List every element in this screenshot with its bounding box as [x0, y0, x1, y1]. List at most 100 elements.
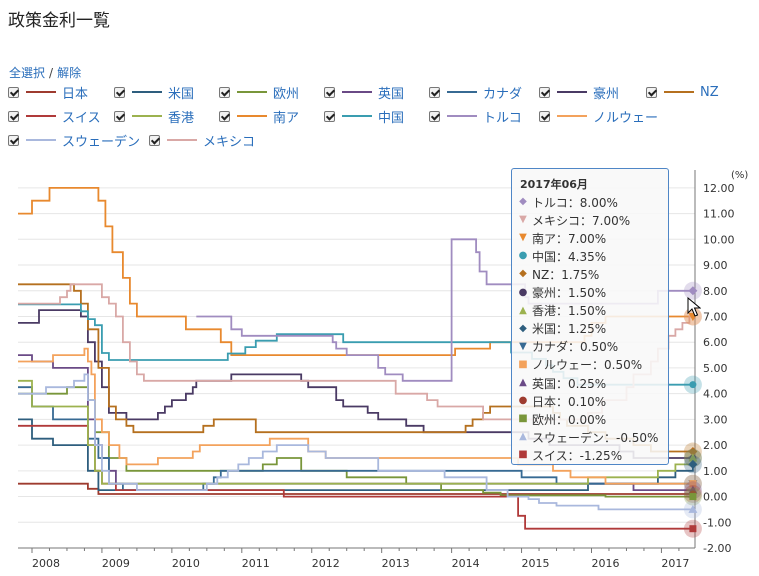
legend-item[interactable]: 香港: [114, 106, 194, 126]
legend-label: NZ: [700, 84, 719, 100]
deselect-all-link[interactable]: 解除: [57, 66, 82, 80]
chart-tooltip: 2017年06月 ◆ トルコ：8.00% ▼ メキシコ：7.00% ▼ 南ア：7.00% ●…: [511, 168, 669, 465]
tooltip-marker-icon: ◆: [519, 268, 527, 280]
tooltip-value: 米国：1.25%: [532, 322, 607, 337]
x-tick-label: 2015: [522, 557, 550, 570]
select-all-link[interactable]: 全選択: [9, 66, 46, 80]
selection-controls: 全選択 / 解除: [9, 64, 81, 81]
legend-swatch: [557, 91, 587, 93]
x-tick-label: 2013: [382, 557, 410, 570]
legend-checkbox[interactable]: [8, 110, 19, 122]
tooltip-marker-icon: ■: [518, 413, 528, 425]
x-tick-label: 2017: [661, 557, 689, 570]
legend-item[interactable]: 南ア: [219, 106, 299, 126]
legend-label: 南ア: [273, 110, 300, 126]
legend-item[interactable]: ノルウェー: [539, 106, 658, 126]
hover-marker: [688, 286, 698, 296]
legend-item[interactable]: 米国: [114, 82, 194, 102]
tooltip-value: 英国：0.25%: [532, 376, 607, 391]
legend-checkbox[interactable]: [219, 86, 230, 98]
policy-rate-chart: -2.00 -1.00 0.00 1.00 2.00 3.00 4.00 5.00 6.00 7.…: [18, 170, 748, 570]
x-tick-label: 2011: [242, 557, 270, 570]
hover-marker: [688, 504, 698, 513]
tooltip-value: 欧州：0.00%: [532, 412, 607, 427]
legend-label: 欧州: [273, 86, 300, 102]
tooltip-row: ◆ トルコ：8.00%: [518, 193, 618, 211]
tooltip-value: 中国：4.35%: [532, 249, 607, 264]
y-axis-label: (%): [731, 170, 748, 181]
tooltip-row: ▼ カナダ：0.50%: [518, 338, 618, 356]
tooltip-marker-icon: ▲: [519, 377, 527, 388]
tooltip-marker-icon: ●: [518, 250, 528, 262]
y-tick-label: 10.00: [703, 233, 735, 246]
legend-swatch: [237, 91, 267, 93]
legend-checkbox[interactable]: [539, 110, 550, 122]
legend-label: ノルウェー: [593, 110, 659, 126]
tooltip-marker-icon: ▼: [519, 340, 527, 352]
legend-swatch: [557, 115, 587, 117]
legend-checkbox[interactable]: [149, 134, 160, 146]
legend-label: 米国: [168, 86, 195, 102]
tooltip-row: ▼ メキシコ：7.00%: [518, 211, 630, 229]
tooltip-row: ■ ノルウェー：0.50%: [518, 356, 642, 374]
series-line: [18, 386, 693, 491]
legend-item[interactable]: スウェーデン: [8, 130, 140, 150]
tooltip-marker-icon: ■: [518, 358, 528, 370]
legend-checkbox[interactable]: [114, 110, 125, 122]
legend-swatch: [26, 139, 56, 141]
tooltip-title: 2017年06月: [520, 178, 588, 191]
tooltip-row: ● 豪州：1.50%: [518, 284, 607, 302]
legend-label: 香港: [168, 110, 195, 126]
tooltip-value: スウェーデン：-0.50%: [532, 430, 659, 445]
legend-item[interactable]: 豪州: [539, 82, 619, 102]
y-tick-label: 4.00: [703, 388, 728, 401]
series-line: [18, 482, 693, 495]
legend-checkbox[interactable]: [114, 86, 125, 98]
legend-label: スイス: [62, 110, 101, 126]
page-title: 政策金利一覧: [8, 11, 110, 31]
legend-swatch: [447, 91, 477, 93]
legend-swatch: [237, 115, 267, 117]
y-tick-label: -2.00: [703, 542, 731, 555]
tooltip-value: 豪州：1.50%: [532, 286, 607, 300]
legend-label: スウェーデン: [62, 134, 141, 150]
tooltip-value: 香港：1.50%: [532, 304, 607, 319]
series-line: [18, 373, 693, 511]
legend-item[interactable]: 欧州: [219, 82, 299, 102]
tooltip-row: ● 中国：4.35%: [518, 247, 607, 265]
legend-item[interactable]: 英国: [324, 82, 404, 102]
legend-item[interactable]: スイス: [8, 106, 101, 126]
tooltip-row: ◆ 米国：1.25%: [518, 320, 606, 338]
legend-checkbox[interactable]: [646, 86, 657, 98]
tooltip-row: ● 日本：0.10%: [518, 392, 607, 410]
series-line: [18, 418, 694, 491]
legend-label: メキシコ: [203, 134, 256, 150]
legend-item[interactable]: トルコ: [429, 106, 522, 126]
legend-checkbox[interactable]: [324, 86, 335, 98]
legend-checkbox[interactable]: [429, 110, 440, 122]
legend-item[interactable]: 日本: [8, 82, 88, 102]
legend-item[interactable]: カナダ: [429, 82, 522, 102]
legend-checkbox[interactable]: [219, 110, 230, 122]
tooltip-marker-icon: ▲: [519, 431, 527, 443]
tooltip-value: カナダ：0.50%: [532, 340, 619, 355]
legend-swatch: [167, 139, 197, 141]
legend-label: カナダ: [483, 86, 523, 102]
x-tick-label: 2014: [452, 557, 480, 570]
legend-item[interactable]: メキシコ: [149, 130, 255, 150]
tooltip-row: ■ スイス：-1.25%: [518, 446, 622, 464]
hover-marker: [689, 493, 697, 501]
x-tick-label: 2010: [172, 557, 200, 570]
legend-checkbox[interactable]: [8, 86, 19, 98]
legend-checkbox[interactable]: [539, 86, 550, 98]
legend-checkbox[interactable]: [324, 110, 335, 122]
x-tick-label: 2009: [102, 557, 130, 570]
y-tick-label: 5.00: [703, 362, 728, 375]
y-tick-label: 3.00: [703, 413, 728, 426]
legend-item[interactable]: 中国: [324, 106, 404, 126]
tooltip-value: メキシコ：7.00%: [532, 213, 631, 228]
legend-checkbox[interactable]: [429, 86, 440, 98]
legend-checkbox[interactable]: [8, 134, 19, 146]
legend-item[interactable]: NZ: [646, 82, 719, 102]
y-tick-label: 8.00: [703, 285, 728, 298]
